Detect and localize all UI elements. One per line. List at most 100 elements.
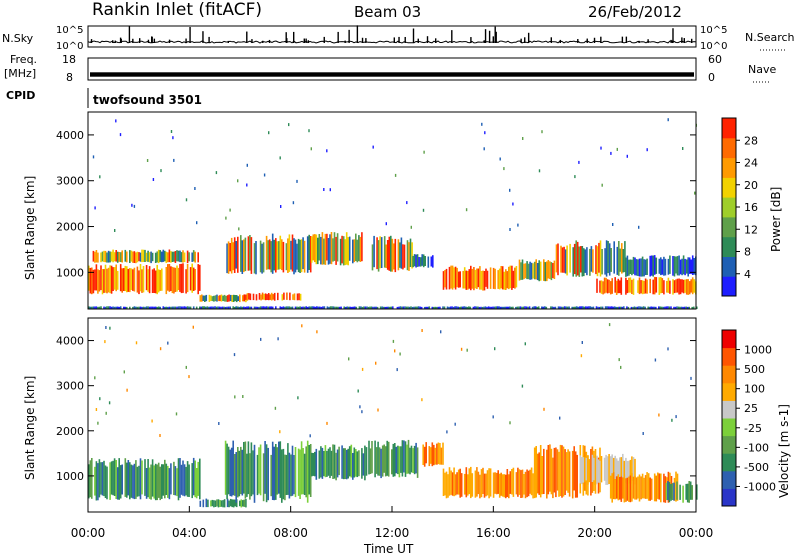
data-column <box>116 251 119 263</box>
data-column <box>580 306 583 309</box>
data-column <box>615 280 618 295</box>
nsky-tick-top-right: 10^5 <box>700 25 727 36</box>
colorbar-tick-label: 25 <box>744 402 758 415</box>
data-column <box>345 232 348 265</box>
data-column <box>133 463 136 500</box>
data-column <box>615 476 618 499</box>
data-column <box>309 236 312 273</box>
data-column <box>518 469 521 495</box>
data-column <box>562 446 565 497</box>
data-column <box>393 243 395 270</box>
data-point <box>394 349 396 353</box>
data-column <box>219 295 221 302</box>
data-column <box>675 279 677 293</box>
data-column <box>119 264 122 292</box>
nsky-tick-bottom-right: 10^0 <box>700 41 727 52</box>
data-column <box>331 306 333 309</box>
data-column <box>194 460 196 498</box>
data-column <box>292 294 294 300</box>
data-column <box>581 457 583 485</box>
data-column <box>601 249 603 275</box>
freq-label: Freq. <box>10 53 37 66</box>
data-point <box>421 398 423 402</box>
data-column <box>476 467 478 497</box>
data-column <box>367 306 370 309</box>
data-column <box>101 462 104 496</box>
data-column <box>148 266 151 294</box>
data-column <box>620 476 623 502</box>
data-column <box>168 468 171 500</box>
data-column <box>635 477 638 500</box>
data-column <box>660 473 662 503</box>
data-column <box>546 261 548 282</box>
data-column <box>300 239 303 273</box>
data-column <box>275 306 277 309</box>
data-column <box>442 271 445 290</box>
data-column <box>379 236 381 269</box>
data-column <box>275 238 277 273</box>
data-column <box>226 306 228 309</box>
data-column <box>604 306 607 309</box>
data-column <box>145 306 148 309</box>
data-column <box>655 306 657 309</box>
data-column <box>556 449 559 491</box>
data-column <box>176 265 178 292</box>
data-column <box>658 258 661 274</box>
data-column <box>182 263 184 293</box>
data-column <box>262 453 265 502</box>
data-column <box>632 476 635 499</box>
data-column <box>459 271 461 288</box>
data-column <box>246 306 248 309</box>
data-column <box>546 449 548 499</box>
data-column <box>255 241 257 275</box>
data-column <box>249 293 252 301</box>
data-column <box>164 306 166 309</box>
data-column <box>222 295 224 301</box>
data-column <box>638 277 641 295</box>
data-column <box>115 264 117 292</box>
data-column <box>351 306 353 309</box>
data-column <box>197 264 199 295</box>
data-column <box>281 449 283 503</box>
data-column <box>115 460 117 499</box>
data-column <box>370 306 373 309</box>
data-column <box>641 473 644 499</box>
data-column <box>691 277 694 295</box>
data-column <box>317 306 320 309</box>
data-column <box>657 472 659 499</box>
data-column <box>641 306 643 309</box>
data-column <box>479 266 481 290</box>
data-column <box>550 448 553 495</box>
data-column <box>189 267 192 291</box>
data-column <box>544 306 546 309</box>
data-point <box>185 365 187 369</box>
data-column <box>297 306 300 309</box>
data-column <box>154 270 157 294</box>
colorbar-tick-label: 28 <box>744 134 758 147</box>
data-column <box>583 306 586 309</box>
data-column <box>470 466 472 499</box>
data-column <box>611 473 613 503</box>
data-column <box>138 270 140 295</box>
data-point <box>410 225 412 229</box>
data-column <box>197 252 199 263</box>
data-column <box>374 440 376 478</box>
data-column <box>312 453 315 476</box>
data-column <box>472 306 475 309</box>
data-column <box>107 250 110 263</box>
data-column <box>186 461 189 497</box>
data-column <box>174 306 177 309</box>
data-column <box>676 256 679 276</box>
data-column <box>296 293 299 301</box>
data-column <box>126 306 128 309</box>
data-column <box>607 306 610 309</box>
data-column <box>107 306 110 309</box>
data-column <box>626 280 629 294</box>
data-column <box>479 474 481 499</box>
data-column <box>154 463 157 501</box>
data-column <box>557 306 560 309</box>
data-column <box>678 255 680 276</box>
data-column <box>141 460 143 495</box>
data-column <box>284 306 286 309</box>
data-column <box>287 443 289 495</box>
